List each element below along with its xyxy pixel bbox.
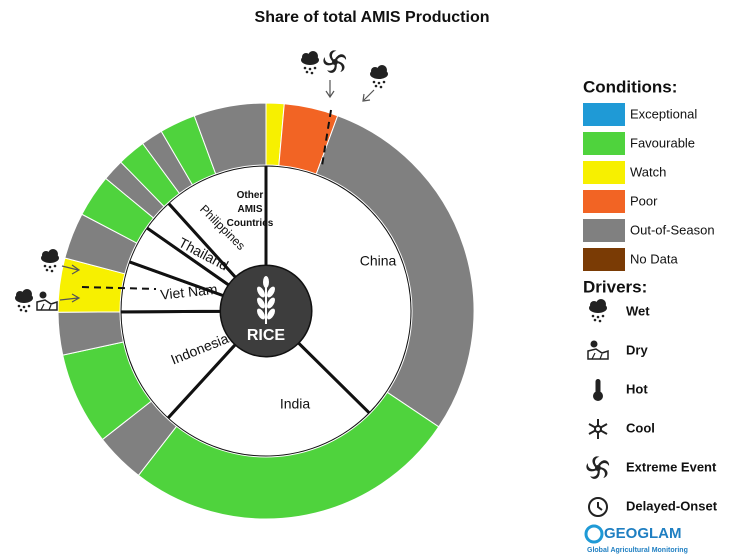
legend-swatch [583,161,625,184]
split-line [81,286,157,290]
split-line [321,109,332,167]
legend-swatch [583,190,625,213]
driver-icon [588,418,608,440]
condition-segment [193,102,267,175]
legend-title: Conditions: [583,77,677,96]
rice-icon [257,276,275,324]
driver-icon [589,299,607,323]
country-label: China [360,253,397,269]
logo-subtitle: Global Agricultural Monitoring [587,547,688,554]
driver-icon [587,339,609,360]
driver-label: Delayed-Onset [626,498,718,513]
country-label: India [280,396,311,412]
driver-icon [593,379,603,401]
driver-label: Dry [626,342,648,357]
drivers-legend: Wet Dry Hot Cool Extreme Event Delayed-Onset [584,299,718,517]
center-label: RICE [247,327,286,344]
driver-icon [588,497,608,517]
country-label: Other AMIS Countries [227,190,274,229]
driver-label: Cool [626,420,655,435]
legend: Exceptional Favourable Watch Poor Out-of-Sea… [583,103,715,271]
driver-label: Extreme Event [626,459,717,474]
condition-segment [315,115,475,428]
legend-swatch [583,219,625,242]
legend-swatch [583,248,625,271]
logo: GEOGLAM Global Agricultural Monitoring [584,524,688,554]
legend-label: Watch [630,164,666,179]
rings [57,102,475,520]
legend-swatch [583,132,625,155]
driver-icon [584,455,610,481]
legend-label: Exceptional [630,106,697,121]
legend-label: Poor [630,193,658,208]
chart-drivers [15,49,388,313]
legend-label: No Data [630,251,678,266]
logo-text: GEOGLAM [604,525,682,542]
chart-title: Share of total AMIS Production [255,9,490,26]
condition-segment [137,391,440,520]
legend-label: Favourable [630,135,695,150]
driver-label: Hot [626,381,648,396]
country-label: Viet Nam [160,281,219,303]
driver-label: Wet [626,303,650,318]
legend-swatch [583,103,625,126]
legend-label: Out-of-Season [630,222,715,237]
legend-title: Drivers: [583,277,647,296]
